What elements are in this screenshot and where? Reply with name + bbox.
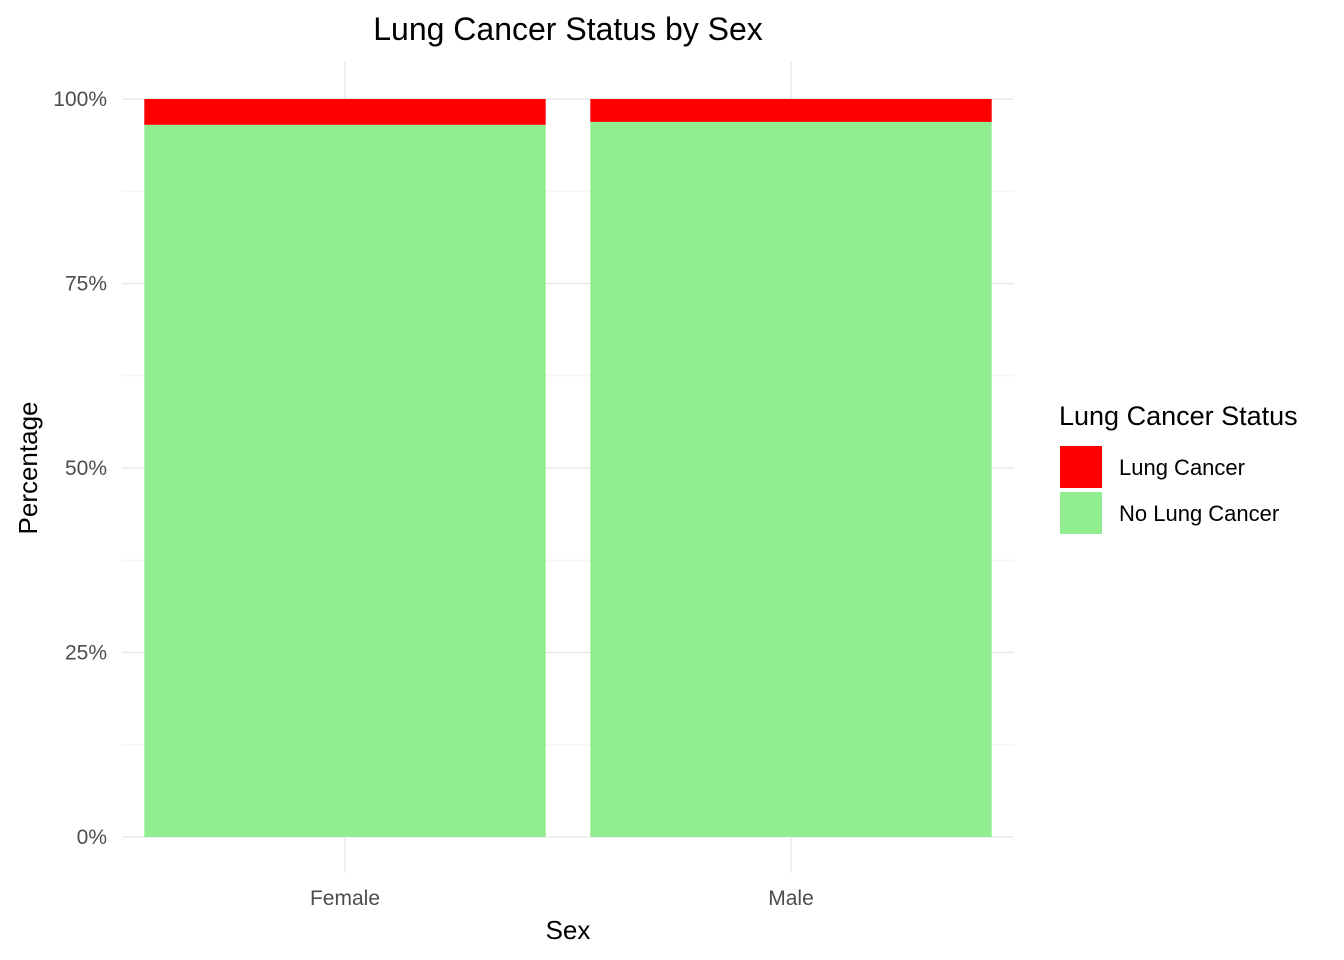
legend-key: [1060, 446, 1102, 488]
legend: Lung Cancer Status Lung Cancer No Lung Ca…: [1059, 401, 1298, 534]
bar-male-lung-cancer: [590, 99, 992, 122]
y-tick-labels: 0% 25% 50% 75% 100%: [53, 88, 107, 849]
x-tick-label: Male: [768, 887, 814, 910]
y-tick-label: 0%: [77, 826, 107, 849]
chart-title: Lung Cancer Status by Sex: [373, 11, 763, 47]
y-tick-label: 50%: [65, 457, 107, 480]
legend-label: No Lung Cancer: [1119, 501, 1279, 526]
legend-key: [1060, 492, 1102, 534]
legend-label: Lung Cancer: [1119, 455, 1245, 480]
bars: [144, 99, 992, 838]
y-tick-label: 25%: [65, 642, 107, 665]
y-tick-label: 75%: [65, 273, 107, 296]
bar-male-no-lung-cancer: [590, 121, 992, 838]
bar-female-lung-cancer: [144, 99, 546, 125]
y-axis-title: Percentage: [13, 402, 43, 535]
x-tick-labels: Female Male: [310, 887, 814, 910]
y-tick-label: 100%: [53, 88, 107, 111]
x-tick-label: Female: [310, 887, 380, 910]
legend-title: Lung Cancer Status: [1059, 401, 1298, 431]
bar-female-no-lung-cancer: [144, 124, 546, 837]
x-axis-title: Sex: [546, 915, 591, 945]
